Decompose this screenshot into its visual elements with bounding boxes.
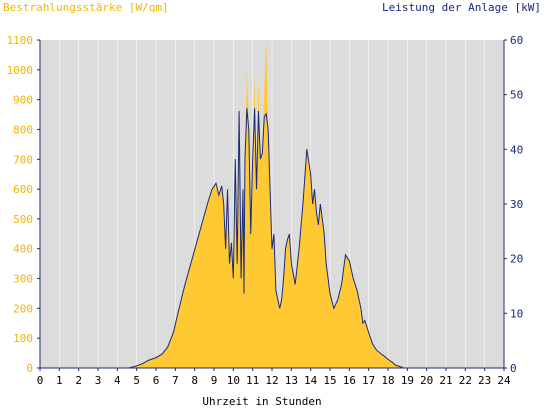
x-tick-label: 11 <box>246 374 259 387</box>
x-tick-label: 12 <box>265 374 278 387</box>
irradiance-area <box>40 40 504 368</box>
y-left-tick-label: 600 <box>13 183 33 196</box>
y-right-tick-label: 30 <box>510 198 523 211</box>
x-tick-label: 13 <box>285 374 298 387</box>
x-tick-label: 14 <box>304 374 318 387</box>
x-tick-label: 16 <box>343 374 356 387</box>
x-tick-label: 2 <box>75 374 82 387</box>
y-left-tick-label: 900 <box>13 94 33 107</box>
y-left-tick-label: 500 <box>13 213 33 226</box>
x-tick-label: 18 <box>381 374 394 387</box>
y-right-tick-label: 0 <box>510 362 517 375</box>
x-tick-labels: 0 1 2 3 4 5 6 7 8 9 10 11 12 13 14 15 16 17 18 19 20 21 22 23 24 <box>37 374 511 387</box>
y-left-tick-label: 300 <box>13 273 33 286</box>
y-left-tick-label: 400 <box>13 243 33 256</box>
y-left-tick-label: 700 <box>13 153 33 166</box>
y-left-tick-label: 1100 <box>7 34 34 47</box>
y-right-tick-labels: 0 10 20 30 40 50 60 <box>510 34 523 375</box>
power-line <box>40 108 504 369</box>
x-tick-label: 23 <box>478 374 491 387</box>
x-tick-label: 17 <box>362 374 375 387</box>
x-tick-label: 15 <box>323 374 336 387</box>
x-tick-label: 5 <box>133 374 140 387</box>
x-tick-label: 24 <box>497 374 511 387</box>
x-tick-label: 4 <box>114 374 121 387</box>
y-right-tick-label: 60 <box>510 34 523 47</box>
x-tick-label: 1 <box>56 374 63 387</box>
x-tick-label: 0 <box>37 374 44 387</box>
y-left-tick-label: 100 <box>13 332 33 345</box>
y-right-tick-label: 20 <box>510 253 523 266</box>
x-tick-label: 22 <box>459 374 472 387</box>
y-left-tick-label: 200 <box>13 302 33 315</box>
x-tick-label: 9 <box>211 374 218 387</box>
x-tick-label: 3 <box>95 374 102 387</box>
y-right-tick-label: 40 <box>510 143 523 156</box>
right-axis-title: Leistung der Anlage [kW] <box>382 1 541 14</box>
y-right-tick-label: 50 <box>510 89 523 102</box>
x-tick-label: 8 <box>191 374 198 387</box>
left-axis-title: Bestrahlungsstärke [W/qm] <box>3 1 169 14</box>
x-tick-label: 20 <box>420 374 433 387</box>
x-tick-label: 7 <box>172 374 179 387</box>
y-right-tick-label: 10 <box>510 307 523 320</box>
x-tick-label: 6 <box>153 374 160 387</box>
x-tick-label: 19 <box>401 374 414 387</box>
x-axis-title: Uhrzeit in Stunden <box>202 395 321 408</box>
y-left-tick-labels: 0 100 200 300 400 500 600 700 800 900 1000 1100 <box>7 34 34 375</box>
y-left-tick-label: 1000 <box>7 64 34 77</box>
y-left-tick-label: 0 <box>26 362 33 375</box>
axes <box>37 39 507 371</box>
x-tick-label: 10 <box>227 374 240 387</box>
y-left-tick-label: 800 <box>13 123 33 136</box>
x-tick-label: 21 <box>439 374 452 387</box>
